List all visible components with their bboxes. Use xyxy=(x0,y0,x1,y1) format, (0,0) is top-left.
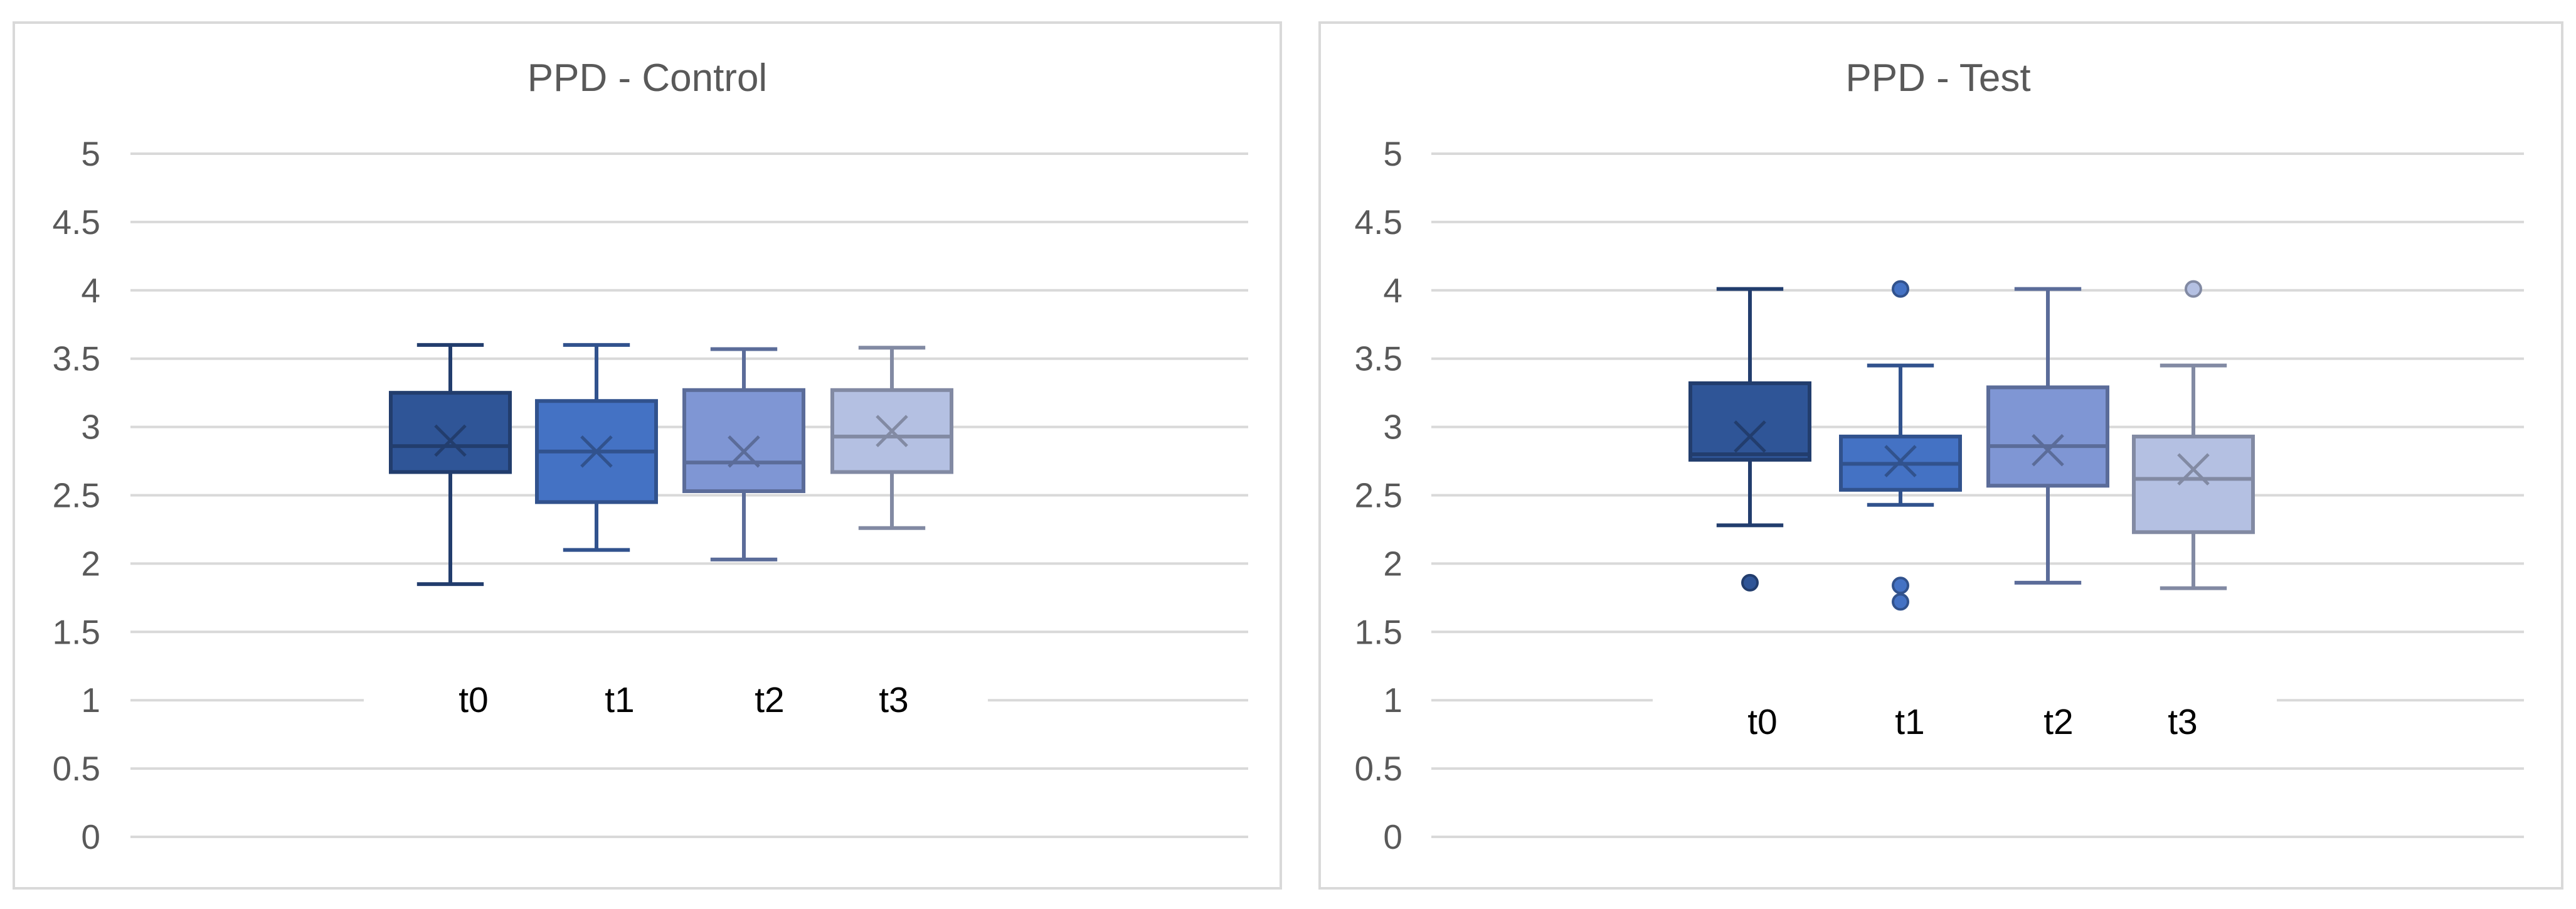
category-label: t3 xyxy=(879,680,909,720)
y-tick-label: 0 xyxy=(1383,817,1402,856)
category-label: t2 xyxy=(755,680,785,720)
y-tick-label: 2 xyxy=(81,544,100,583)
box-t2 xyxy=(1986,287,2109,585)
y-tick-label: 0 xyxy=(81,817,100,856)
y-tick-label: 1.5 xyxy=(1355,612,1402,651)
outlier-point xyxy=(2185,280,2202,298)
y-tick-label: 0.5 xyxy=(53,749,100,788)
mean-marker xyxy=(728,435,760,468)
y-tick-label: 3.5 xyxy=(53,339,100,378)
mean-marker xyxy=(1884,445,1917,477)
mean-marker xyxy=(2032,433,2064,467)
y-tick-label: 1 xyxy=(1383,681,1402,720)
box-t1 xyxy=(1839,280,1962,611)
mean-marker xyxy=(1734,420,1766,453)
category-label: t1 xyxy=(1895,702,1925,742)
mean-marker xyxy=(2177,453,2210,486)
outlier-point xyxy=(1892,593,1909,611)
chart-title: PPD - Control xyxy=(527,56,767,100)
y-tick-label: 4 xyxy=(1383,271,1402,310)
y-tick-label: 4.5 xyxy=(1355,203,1402,242)
iqr-box xyxy=(830,388,953,474)
y-tick-label: 1.5 xyxy=(53,612,100,651)
legend-background xyxy=(1653,681,2277,767)
legend-background xyxy=(364,662,988,743)
mean-marker xyxy=(434,424,467,457)
box-t3 xyxy=(830,346,953,530)
y-tick-label: 2 xyxy=(1383,544,1402,583)
y-tick-label: 2.5 xyxy=(53,476,100,515)
category-label: t2 xyxy=(2043,702,2074,742)
box-t3 xyxy=(2132,280,2255,590)
legend: t0 t1 t2 t3 xyxy=(364,662,988,743)
y-tick-label: 5 xyxy=(81,134,100,173)
y-tick-label: 4.5 xyxy=(53,203,100,242)
outlier-point xyxy=(1892,280,1909,298)
box-t2 xyxy=(682,347,805,561)
category-label: t3 xyxy=(2168,702,2198,742)
plot-area: 0 0.5 1 1.5 2 2.5 3 3.5 4 4.5 5 t0 t1 t2 t3 xyxy=(53,134,1248,856)
y-tick-label: 0.5 xyxy=(1355,749,1402,788)
mean-marker xyxy=(580,435,613,468)
outlier-point xyxy=(1892,577,1909,595)
y-tick-label: 3.5 xyxy=(1355,339,1402,378)
category-label: t0 xyxy=(1747,702,1778,742)
y-tick-label: 3 xyxy=(81,408,100,447)
box-t0 xyxy=(389,343,512,587)
chart-title: PPD - Test xyxy=(1845,56,2030,100)
iqr-box xyxy=(1986,385,2109,488)
y-tick-label: 4 xyxy=(81,271,100,310)
mean-marker xyxy=(876,415,908,447)
iqr-box xyxy=(389,391,512,474)
box-t1 xyxy=(535,343,658,552)
category-label: t0 xyxy=(458,680,489,720)
y-tick-label: 5 xyxy=(1383,134,1402,173)
y-tick-label: 2.5 xyxy=(1355,476,1402,515)
legend: t0 t1 t2 t3 xyxy=(1653,681,2277,767)
y-tick-label: 1 xyxy=(81,681,100,720)
iqr-box xyxy=(1688,381,1811,462)
y-tick-label: 3 xyxy=(1383,408,1402,447)
plot-area: 0 0.5 1 1.5 2 2.5 3 3.5 4 4.5 5 t0 t1 t2 t3 xyxy=(1355,134,2524,856)
iqr-box xyxy=(682,388,805,493)
category-label: t1 xyxy=(605,680,635,720)
iqr-box xyxy=(2132,434,2255,534)
panel-test: PPD - Test 0 0.5 1 1.5 2 2.5 3 3.5 4 4.5 5 t0 t1 t2 t3 xyxy=(1318,21,2563,890)
box-t0 xyxy=(1688,287,1811,592)
outlier-point xyxy=(1741,573,1759,592)
